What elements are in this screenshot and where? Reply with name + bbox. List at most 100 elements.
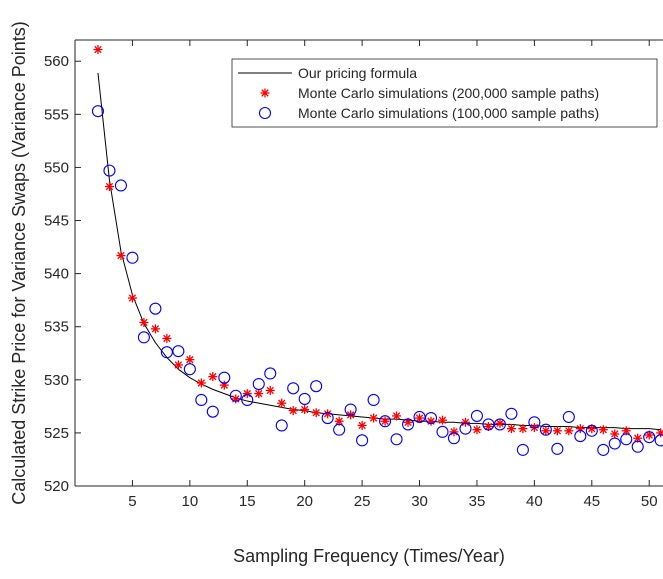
mc-100k-point xyxy=(424,411,438,425)
mc-100k-point xyxy=(597,443,610,456)
mc-200k-point xyxy=(162,333,172,343)
mc-200k-point xyxy=(185,355,195,365)
mc-200k-point xyxy=(139,317,149,327)
mc-100k-point xyxy=(436,425,449,438)
x-tick-label: 10 xyxy=(182,493,199,510)
mc-100k-point xyxy=(516,443,529,456)
mc-200k-point xyxy=(392,411,402,421)
mc-200k-point xyxy=(598,425,608,435)
mc-100k-point xyxy=(218,371,231,384)
mc-100k-point xyxy=(91,105,105,118)
mc-100k-point xyxy=(562,410,575,424)
axes: 5 10 15 20 25 30 35 40 45 50 520 525 530 535 540 545 550… xyxy=(44,39,663,510)
mc-200k-point xyxy=(495,418,505,428)
mc-100k-point xyxy=(528,416,541,429)
x-tick-label: 15 xyxy=(239,493,256,510)
legend-entry: Monte Carlo simulations (100,000 sample … xyxy=(298,105,599,121)
plot-marks xyxy=(91,45,663,456)
mc-100k-point xyxy=(390,433,403,446)
legend-circle-swatch xyxy=(258,106,272,120)
mc-100k-point xyxy=(344,403,357,416)
mc-200k-point xyxy=(173,360,183,370)
y-tick-label: 545 xyxy=(44,213,69,230)
legend-box xyxy=(231,58,658,128)
mc-100k-point xyxy=(160,346,173,359)
mc-100k-point xyxy=(264,367,277,380)
mc-200k-point xyxy=(93,45,103,55)
mc-100k-point xyxy=(631,440,644,453)
x-tick-label: 50 xyxy=(641,493,658,510)
mc-100k-point xyxy=(287,382,300,395)
mc-100k-point xyxy=(379,415,392,428)
mc-100k-point xyxy=(103,164,116,177)
mc-100k-point xyxy=(183,363,196,376)
mc-100k-point xyxy=(298,392,311,405)
mc-100k-point xyxy=(413,410,426,424)
mc-100k-point xyxy=(505,407,518,420)
mc-100k-point xyxy=(356,434,369,447)
mc-200k-point xyxy=(265,385,275,395)
x-tick-label: 35 xyxy=(469,493,486,510)
mc-100k-point xyxy=(195,393,208,407)
pricing-formula-line xyxy=(97,72,661,431)
mc-100k-point xyxy=(310,380,323,393)
mc-200k-point xyxy=(242,389,252,399)
mc-100k-point xyxy=(252,378,265,391)
mc-200k-point xyxy=(506,424,516,434)
series-circle xyxy=(91,105,663,456)
mc-100k-point xyxy=(459,422,472,435)
mc-200k-point xyxy=(449,427,459,437)
mc-100k-point xyxy=(608,437,621,450)
mc-100k-point xyxy=(114,179,127,192)
mc-200k-point xyxy=(104,182,114,192)
mc-200k-point xyxy=(518,424,528,434)
mc-100k-point xyxy=(574,430,587,443)
y-tick-label: 540 xyxy=(44,266,69,283)
legend-entry: Monte Carlo simulations (200,000 sample … xyxy=(298,85,599,101)
mc-200k-point xyxy=(633,433,643,443)
legend: Our pricing formula Monte Carlo simulatio… xyxy=(231,58,658,128)
mc-200k-point xyxy=(116,251,126,261)
y-tick-label: 525 xyxy=(44,425,69,442)
mc-200k-point xyxy=(357,420,367,430)
mc-100k-point xyxy=(493,418,506,431)
mc-100k-point xyxy=(447,432,461,445)
mc-100k-point xyxy=(206,405,219,418)
mc-100k-point xyxy=(539,423,552,436)
mc-100k-point xyxy=(333,423,346,436)
y-tick-label: 535 xyxy=(44,319,69,336)
series-line xyxy=(97,72,661,431)
mc-200k-point xyxy=(415,413,425,423)
mc-200k-point xyxy=(460,417,470,427)
mc-200k-point xyxy=(369,413,379,423)
mc-100k-point xyxy=(149,302,162,315)
mc-100k-point xyxy=(229,389,242,402)
y-tick-label: 560 xyxy=(44,53,69,70)
mc-100k-point xyxy=(470,409,484,422)
legend-entry: Our pricing formula xyxy=(298,65,417,81)
mc-200k-point xyxy=(231,394,241,404)
y-axis-label: Calculated Strike Price for Variance Swa… xyxy=(9,21,29,505)
mc-100k-point xyxy=(126,251,139,264)
mc-200k-point xyxy=(564,426,574,436)
x-tick-label: 30 xyxy=(411,493,428,510)
mc-100k-point xyxy=(585,424,598,437)
mc-100k-point xyxy=(367,393,380,407)
mc-100k-point xyxy=(643,431,656,444)
mc-200k-point xyxy=(254,389,264,399)
mc-200k-point xyxy=(541,426,551,436)
x-tick-label: 45 xyxy=(583,493,600,510)
y-tick-label: 555 xyxy=(44,106,69,123)
mc-100k-point xyxy=(241,393,254,407)
x-axis-label: Sampling Frequency (Times/Year) xyxy=(233,546,505,566)
mc-200k-point xyxy=(311,408,321,418)
mc-200k-point xyxy=(127,293,137,303)
mc-200k-point xyxy=(196,378,206,388)
mc-100k-point xyxy=(654,434,663,447)
mc-200k-point xyxy=(438,415,447,425)
mc-200k-point xyxy=(288,406,298,416)
mc-200k-point xyxy=(610,429,620,439)
y-tick-label: 530 xyxy=(44,372,69,389)
